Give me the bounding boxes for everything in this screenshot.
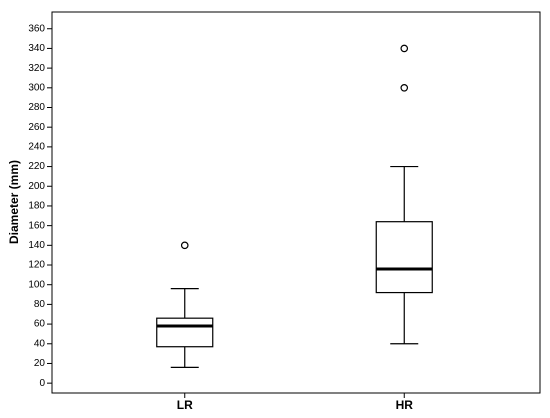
y-tick-label: 140: [28, 240, 45, 251]
y-tick-label: 300: [28, 82, 45, 93]
y-tick-label: 80: [34, 299, 46, 310]
plot-frame: [51, 11, 541, 394]
box: [156, 317, 214, 348]
y-tick-label: 240: [28, 142, 45, 153]
y-tick-label: 340: [28, 43, 45, 54]
y-tick-label: 100: [28, 279, 45, 290]
y-axis-title: Diameter (mm): [7, 160, 21, 244]
y-tick-label: 220: [28, 161, 45, 172]
y-tick-label: 200: [28, 181, 45, 192]
y-tick-label: 280: [28, 102, 45, 113]
y-tick-label: 20: [34, 358, 46, 369]
x-tick-label: HR: [396, 398, 414, 412]
outlier: [400, 44, 409, 53]
y-tick-label: 40: [34, 338, 46, 349]
y-tick-label: 60: [34, 319, 46, 330]
outlier: [180, 241, 189, 250]
y-tick-label: 0: [39, 378, 45, 389]
outlier: [400, 84, 409, 92]
y-tick-label: 180: [28, 201, 45, 212]
y-tick-label: 360: [28, 23, 45, 34]
x-tick-label: LR: [177, 398, 193, 412]
y-tick-label: 160: [28, 220, 45, 231]
y-tick-label: 120: [28, 260, 45, 271]
y-tick-label: 260: [28, 122, 45, 133]
y-tick-label: 320: [28, 63, 45, 74]
box: [375, 221, 433, 294]
